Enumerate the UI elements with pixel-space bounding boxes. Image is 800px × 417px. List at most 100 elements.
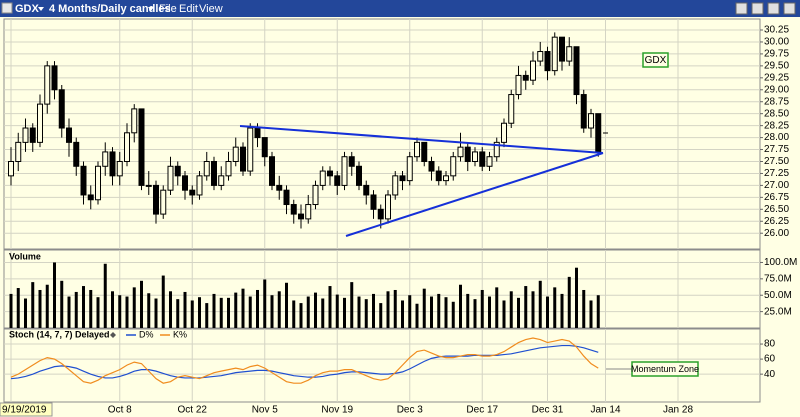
- volume-bar: [299, 303, 303, 328]
- legend-label: D%: [139, 329, 154, 339]
- volume-bar: [480, 289, 484, 328]
- x-tick-label: Oct 22: [178, 405, 208, 416]
- volume-bar: [335, 294, 339, 328]
- y-tick-label: 27.75: [764, 144, 789, 155]
- candle-body: [464, 146, 471, 162]
- symbol-label: GDX: [645, 55, 667, 66]
- volume-bar: [401, 300, 404, 328]
- volume-bar: [140, 280, 143, 328]
- menu-view[interactable]: View: [199, 3, 223, 15]
- volume-bar: [154, 298, 158, 328]
- volume-bar: [198, 297, 201, 328]
- symbol-label-box: [642, 52, 669, 68]
- candle-body: [544, 51, 551, 72]
- candle-body: [225, 160, 232, 177]
- volume-bar: [546, 296, 549, 328]
- volume-bar: [263, 279, 267, 328]
- toolbar-button[interactable]: [783, 2, 796, 15]
- volume-bar: [538, 280, 542, 328]
- candle-body: [124, 132, 130, 162]
- volume-bar: [393, 289, 397, 328]
- candle-body: [254, 127, 261, 139]
- y-tick-label: 28.50: [764, 108, 789, 119]
- candle-body: [479, 151, 486, 167]
- volume-bar: [459, 284, 462, 328]
- candle-body: [283, 189, 290, 206]
- dropdown-arrow[interactable]: [148, 7, 154, 11]
- volume-bar: [473, 299, 477, 328]
- candle-body: [443, 175, 449, 182]
- volume-bar: [24, 298, 27, 328]
- candle-body: [95, 165, 101, 201]
- volume-bar: [45, 284, 49, 328]
- candle-body: [109, 151, 116, 177]
- volume-bar: [147, 293, 151, 328]
- volume-bar: [575, 267, 578, 328]
- settings-icon[interactable]: [110, 332, 116, 338]
- volume-bar: [285, 282, 288, 328]
- toolbar-button[interactable]: [751, 2, 764, 15]
- volume-bar: [350, 282, 354, 328]
- y-tick-label: 26.50: [764, 204, 789, 215]
- volume-bar: [357, 296, 361, 328]
- candle-body: [588, 113, 594, 129]
- volume-bar: [176, 299, 180, 328]
- menu-file[interactable]: File: [159, 3, 177, 15]
- candle-body: [51, 65, 58, 91]
- annotation: Momentum Zone: [631, 364, 699, 374]
- y-tick-label: 29.75: [764, 49, 789, 60]
- volume-bar: [372, 293, 375, 328]
- candle-body: [435, 170, 442, 182]
- y-tick-label: 27.25: [764, 168, 789, 179]
- legend-label: K%: [173, 329, 187, 339]
- volume-bar: [328, 286, 332, 328]
- candle-body: [15, 141, 22, 162]
- volume-bar: [488, 296, 491, 328]
- candle-body: [319, 170, 326, 186]
- candle-body: [44, 65, 51, 105]
- dropdown-arrow[interactable]: [38, 7, 44, 11]
- volume-bar: [495, 287, 499, 328]
- toolbar-button[interactable]: [735, 2, 748, 15]
- candle-body: [522, 74, 529, 81]
- candle-body: [29, 127, 36, 143]
- trendline: [239, 125, 604, 154]
- candle-body: [290, 204, 297, 215]
- volume-bar: [379, 303, 383, 328]
- trendline: [345, 152, 604, 237]
- y-tick-label: 27.50: [764, 156, 789, 167]
- y-tick-label: 29.50: [764, 61, 789, 72]
- candle-body: [580, 94, 587, 129]
- candle-body: [80, 165, 87, 196]
- period-menu[interactable]: 4 Months/Daily candles: [49, 3, 171, 15]
- volume-bar: [256, 289, 259, 328]
- candle-body: [8, 160, 14, 177]
- candle-body: [232, 146, 239, 162]
- symbol-menu[interactable]: GDX: [15, 3, 40, 15]
- menu-edit[interactable]: Edit: [179, 3, 198, 15]
- candle-body: [559, 36, 565, 62]
- candle-body: [356, 165, 362, 186]
- x-label-box: [0, 402, 53, 417]
- candle-body: [595, 113, 602, 153]
- volume-bar: [219, 297, 223, 328]
- volume-title: Volume: [9, 251, 41, 261]
- candle-body: [348, 156, 355, 167]
- toolbar-button[interactable]: [767, 2, 780, 15]
- candle-body: [167, 165, 174, 191]
- candle-body: [537, 51, 544, 62]
- volume-bar: [502, 300, 506, 328]
- candle-body: [566, 46, 573, 62]
- candle-body: [261, 137, 268, 158]
- candle-body: [508, 94, 515, 124]
- x-tick-label: Dec 3: [397, 405, 424, 416]
- y-tick-label: 27.00: [764, 180, 789, 191]
- candle-body: [472, 151, 478, 162]
- candle-body: [428, 160, 435, 172]
- candle-body: [102, 151, 109, 167]
- candle-body: [530, 60, 536, 81]
- candle-body: [269, 156, 275, 186]
- candle-body: [327, 170, 333, 177]
- toolbar-icon[interactable]: [1, 2, 13, 14]
- volume-bar: [430, 296, 433, 328]
